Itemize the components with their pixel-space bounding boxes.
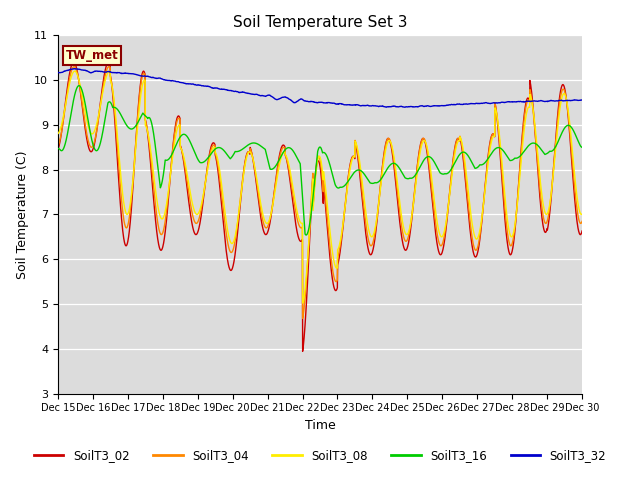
Text: TW_met: TW_met (66, 48, 118, 61)
Title: Soil Temperature Set 3: Soil Temperature Set 3 (233, 15, 407, 30)
Y-axis label: Soil Temperature (C): Soil Temperature (C) (15, 150, 29, 279)
Legend: SoilT3_02, SoilT3_04, SoilT3_08, SoilT3_16, SoilT3_32: SoilT3_02, SoilT3_04, SoilT3_08, SoilT3_… (29, 444, 611, 467)
X-axis label: Time: Time (305, 419, 335, 432)
